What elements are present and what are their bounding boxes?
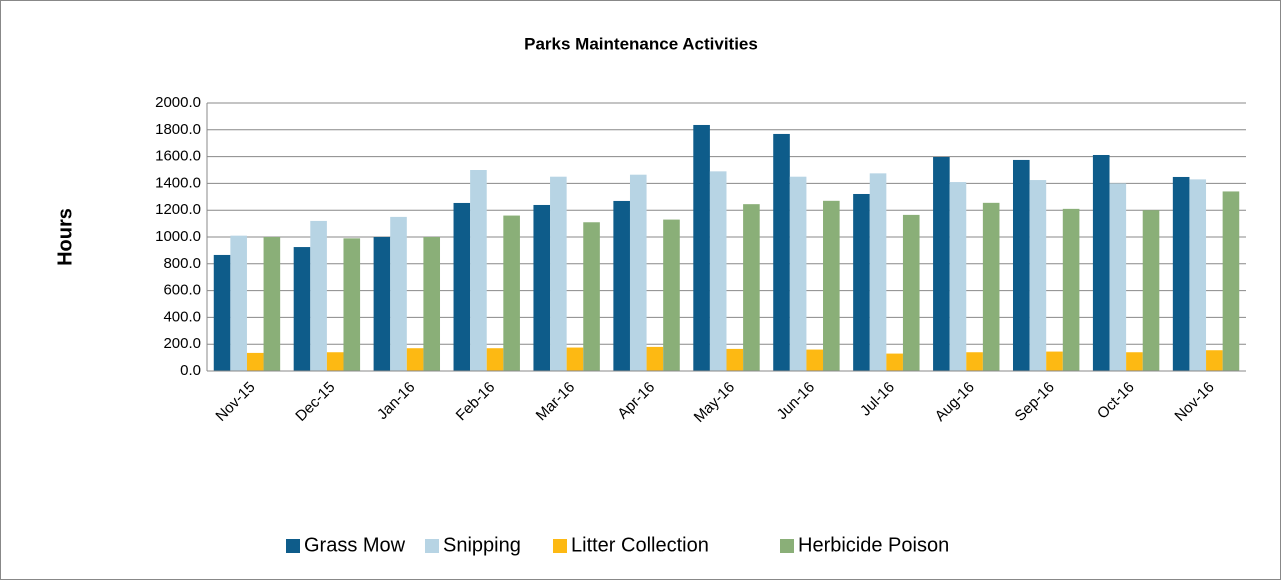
y-tick-label: 600.0 xyxy=(163,282,201,299)
bar xyxy=(230,235,247,371)
legend-label: Litter Collection xyxy=(571,534,709,556)
y-tick-label: 200.0 xyxy=(163,335,201,352)
bar xyxy=(1206,350,1223,371)
bar xyxy=(326,352,344,371)
bar xyxy=(453,202,471,371)
y-tick-label: 1800.0 xyxy=(155,121,201,138)
legend-label: Grass Mow xyxy=(304,534,406,556)
bar xyxy=(663,219,680,371)
bar xyxy=(693,124,710,371)
bar xyxy=(1012,159,1030,371)
bar xyxy=(1222,191,1240,371)
bar xyxy=(1109,183,1127,371)
bar xyxy=(470,170,487,371)
bar xyxy=(373,237,391,371)
bar xyxy=(390,216,407,371)
bar xyxy=(789,176,807,371)
bar xyxy=(743,204,760,371)
bar xyxy=(869,173,887,371)
bar xyxy=(982,202,1000,371)
bar xyxy=(406,348,424,371)
chart-title: Parks Maintenance Activities xyxy=(524,34,758,53)
bar xyxy=(806,349,824,371)
y-tick-label: 1000.0 xyxy=(155,228,201,245)
bar xyxy=(293,247,311,371)
bar xyxy=(263,237,281,371)
y-tick-label: 1600.0 xyxy=(155,148,201,165)
bar xyxy=(1062,208,1080,371)
bar xyxy=(949,182,967,371)
y-tick-label: 400.0 xyxy=(163,308,201,325)
bar xyxy=(550,176,567,371)
bar xyxy=(1092,154,1110,371)
bar xyxy=(486,348,504,371)
bar xyxy=(423,237,441,371)
bar xyxy=(310,220,327,371)
y-tick-label: 2000.0 xyxy=(155,94,201,111)
bar xyxy=(583,222,600,371)
bar xyxy=(886,353,903,371)
legend-swatch xyxy=(553,539,567,553)
bar xyxy=(726,348,744,371)
y-tick-label: 1200.0 xyxy=(155,201,201,218)
legend-swatch xyxy=(780,539,794,553)
legend-swatch xyxy=(425,539,439,553)
bar xyxy=(1189,179,1207,371)
bar xyxy=(1142,210,1160,371)
y-tick-label: 1400.0 xyxy=(155,174,201,191)
bar xyxy=(213,254,231,371)
bar xyxy=(902,214,920,371)
bar xyxy=(629,174,647,371)
bar xyxy=(566,347,584,371)
bar xyxy=(966,352,983,371)
bar xyxy=(773,133,790,371)
legend-swatch xyxy=(286,539,300,553)
bar xyxy=(933,157,950,371)
bar xyxy=(246,352,264,371)
bar xyxy=(1046,351,1063,371)
y-tick-label: 800.0 xyxy=(163,255,201,272)
bar xyxy=(1126,352,1143,371)
bar xyxy=(533,204,551,371)
bar xyxy=(503,215,520,371)
bar xyxy=(823,200,840,371)
bar xyxy=(646,346,664,371)
bar xyxy=(613,200,630,371)
legend-label: Herbicide Poison xyxy=(798,534,949,556)
legend-label: Snipping xyxy=(443,534,521,556)
y-axis-title: Hours xyxy=(54,208,76,266)
y-tick-label: 0.0 xyxy=(180,362,201,379)
bar xyxy=(343,238,361,371)
bar xyxy=(1172,176,1190,371)
bar xyxy=(853,193,870,371)
bar xyxy=(709,171,727,371)
bar xyxy=(1029,180,1047,371)
